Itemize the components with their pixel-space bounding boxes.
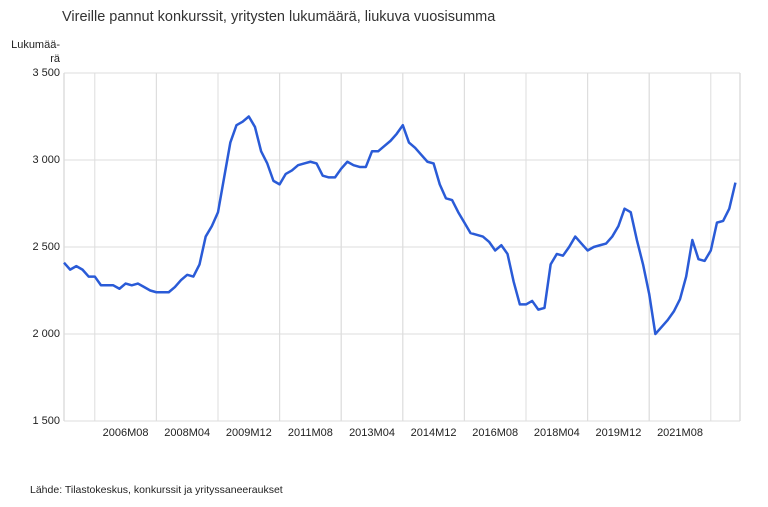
y-tick-label: 2 500 bbox=[32, 241, 60, 253]
y-tick-label: 2 000 bbox=[32, 328, 60, 340]
source-note: Lähde: Tilastokeskus, konkurssit ja yrit… bbox=[30, 484, 283, 496]
y-tick-label: 3 000 bbox=[32, 154, 60, 166]
y-axis-label: Lukumää- bbox=[11, 39, 60, 51]
x-tick-label: 2014M12 bbox=[411, 427, 457, 439]
x-tick-label: 2021M08 bbox=[657, 427, 703, 439]
y-axis-label: rä bbox=[50, 53, 61, 65]
x-tick-label: 2016M08 bbox=[472, 427, 518, 439]
x-tick-label: 2018M04 bbox=[534, 427, 580, 439]
x-tick-label: 2008M04 bbox=[164, 427, 210, 439]
x-tick-label: 2009M12 bbox=[226, 427, 272, 439]
y-tick-label: 1 500 bbox=[32, 415, 60, 427]
x-tick-label: 2019M12 bbox=[595, 427, 641, 439]
data-line bbox=[63, 115, 737, 336]
chart-title: Vireille pannut konkurssit, yritysten lu… bbox=[62, 9, 496, 25]
x-tick-label: 2013M04 bbox=[349, 427, 395, 439]
y-tick-label: 3 500 bbox=[32, 67, 60, 79]
x-tick-label: 2011M08 bbox=[288, 427, 333, 439]
x-tick-label: 2006M08 bbox=[103, 427, 149, 439]
